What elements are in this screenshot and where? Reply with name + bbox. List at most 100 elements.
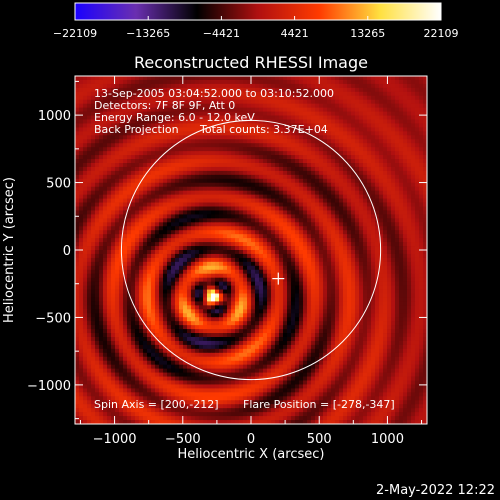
heatmap-cell [359, 79, 364, 85]
heatmap-cell [395, 250, 400, 255]
heatmap-cell [243, 119, 248, 124]
heatmap-cell [207, 198, 212, 203]
heatmap-cell [323, 246, 328, 251]
heatmap-cell [251, 226, 256, 231]
heatmap-cell [115, 166, 120, 172]
heatmap-cell [375, 242, 380, 247]
heatmap-cell [127, 214, 132, 219]
heatmap-cell [283, 95, 288, 101]
heatmap-cell [227, 99, 232, 105]
heatmap-cell [207, 182, 212, 188]
heatmap-cell [415, 257, 420, 263]
heatmap-cell [111, 214, 116, 219]
heatmap-cell [423, 76, 427, 81]
heatmap-cell [95, 123, 100, 128]
heatmap-cell [183, 186, 188, 192]
heatmap-cell [391, 194, 396, 199]
heatmap-cell [207, 246, 212, 251]
heatmap-cell [147, 226, 152, 231]
heatmap-cell [403, 79, 408, 85]
heatmap-cell [123, 95, 128, 101]
heatmap-cell [315, 206, 320, 211]
heatmap-cell [255, 99, 260, 105]
heatmap-cell [79, 135, 84, 140]
heatmap-cell [231, 246, 236, 251]
heatmap-cell [103, 293, 108, 298]
heatmap-cell [403, 226, 408, 231]
heatmap-cell [107, 166, 112, 172]
heatmap-cell [107, 190, 112, 196]
heatmap-cell [307, 190, 312, 196]
heatmap-cell [95, 281, 100, 286]
heatmap-cell [147, 277, 152, 283]
heatmap-cell [311, 178, 316, 184]
heatmap-cell [267, 115, 272, 120]
heatmap-cell [131, 135, 136, 140]
heatmap-cell [419, 285, 424, 290]
heatmap-cell [103, 151, 108, 156]
heatmap-cell [211, 170, 216, 176]
heatmap-cell [379, 139, 384, 144]
heatmap-cell [391, 115, 396, 120]
heatmap-cell [283, 238, 288, 243]
heatmap-cell [271, 83, 276, 89]
heatmap-cell [375, 190, 380, 196]
heatmap-cell [83, 163, 88, 168]
heatmap-cell [119, 103, 124, 109]
heatmap-cell [415, 135, 420, 140]
heatmap-cell [303, 127, 308, 132]
heatmap-cell [263, 257, 268, 263]
heatmap-cell [355, 194, 360, 199]
heatmap-cell [283, 174, 288, 180]
heatmap-cell [159, 230, 164, 235]
heatmap-cell [379, 198, 384, 203]
heatmap-cell [119, 119, 124, 124]
heatmap-cell [331, 293, 336, 298]
heatmap-cell [303, 131, 308, 136]
heatmap-cell [287, 174, 292, 180]
heatmap-cell [239, 190, 244, 196]
heatmap-cell [367, 226, 372, 231]
heatmap-cell [235, 265, 240, 271]
heatmap-cell [279, 234, 284, 239]
heatmap-cell [295, 186, 300, 192]
heatmap-cell [107, 194, 112, 199]
heatmap-cell [111, 182, 116, 188]
heatmap-cell [119, 178, 124, 184]
heatmap-cell [159, 226, 164, 231]
heatmap-cell [251, 210, 256, 215]
heatmap-cell [223, 238, 228, 243]
heatmap-cell [215, 246, 220, 251]
heatmap-cell [275, 115, 280, 120]
heatmap-cell [355, 210, 360, 215]
heatmap-cell [415, 253, 420, 259]
heatmap-cell [271, 297, 276, 302]
heatmap-cell [199, 210, 204, 215]
heatmap-cell [235, 190, 240, 196]
heatmap-cell [163, 135, 168, 140]
heatmap-cell [347, 257, 352, 263]
heatmap-cell [223, 76, 228, 81]
heatmap-cell [219, 95, 224, 101]
heatmap-cell [271, 163, 276, 168]
heatmap-cell [195, 250, 200, 255]
heatmap-cell [143, 174, 148, 180]
heatmap-cell [399, 253, 404, 259]
heatmap-cell [343, 214, 348, 219]
heatmap-cell [115, 257, 120, 263]
heatmap-cell [403, 210, 408, 215]
heatmap-cell [147, 151, 152, 156]
heatmap-cell [135, 87, 140, 93]
heatmap-cell [79, 163, 84, 168]
heatmap-cell [395, 289, 400, 294]
heatmap-cell [411, 155, 416, 160]
heatmap-cell [411, 163, 416, 168]
heatmap-cell [79, 273, 84, 279]
heatmap-cell [127, 147, 132, 152]
heatmap-cell [187, 293, 192, 298]
heatmap-cell [383, 143, 388, 148]
heatmap-cell [375, 147, 380, 152]
heatmap-cell [123, 257, 128, 263]
heatmap-cell [323, 281, 328, 286]
heatmap-cell [355, 163, 360, 168]
